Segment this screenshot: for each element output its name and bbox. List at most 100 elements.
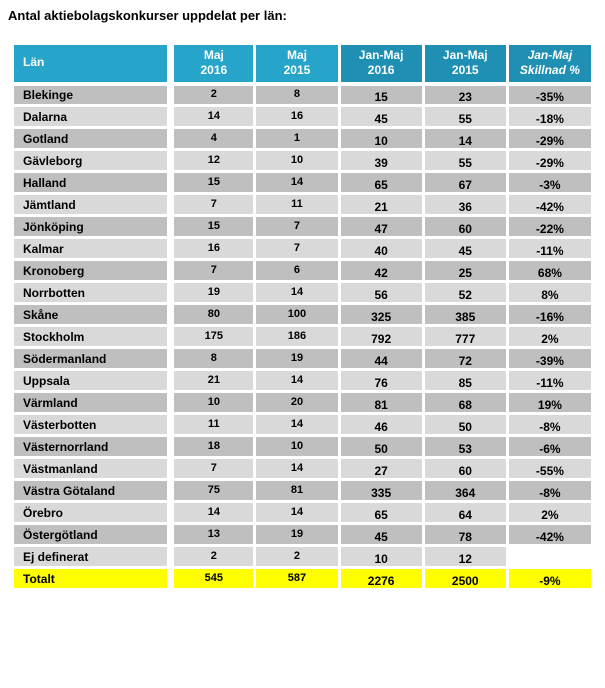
column-header-janmaj2015: Jan-Maj 2015 — [421, 42, 509, 86]
cell-janmaj2016: 10 — [337, 126, 425, 151]
cell-janmaj2016: 792 — [337, 324, 425, 349]
cell-lan: Skåne — [10, 302, 175, 327]
cell-janmaj2015: 45 — [421, 236, 509, 261]
cell-maj2016: 545 — [169, 566, 257, 591]
column-header-label: Maj — [203, 47, 224, 62]
cell-skillnad: 19% — [505, 390, 595, 415]
cell-janmaj2016: 45 — [337, 104, 425, 129]
column-header-lan: Län — [10, 42, 175, 86]
cell-lan: Uppsala — [10, 368, 175, 393]
table-row-halland: Halland 15 14 65 67 -3% — [10, 170, 595, 195]
cell-lan: Värmland — [10, 390, 175, 415]
table-row-kalmar: Kalmar 16 7 40 45 -11% — [10, 236, 595, 261]
cell-maj2015: 14 — [253, 500, 341, 525]
table-row-jonkoping: Jönköping 15 7 47 60 -22% — [10, 214, 595, 239]
cell-lan: Blekinge — [10, 82, 175, 107]
cell-janmaj2015: 78 — [421, 522, 509, 547]
cell-lan: Stockholm — [10, 324, 175, 349]
cell-maj2016: 7 — [169, 258, 257, 283]
cell-maj2016: 175 — [169, 324, 257, 349]
bankruptcy-by-county-table: Län Maj 2016 Maj 2015 Jan-Maj 2016 Jan-Maj 2015 J… — [10, 42, 595, 591]
cell-maj2016: 15 — [169, 170, 257, 195]
table-row-blekinge: Blekinge 2 8 15 23 -35% — [10, 82, 595, 107]
cell-janmaj2016: 46 — [337, 412, 425, 437]
cell-skillnad: 2% — [505, 500, 595, 525]
cell-skillnad: -29% — [505, 148, 595, 173]
cell-janmaj2016: 56 — [337, 280, 425, 305]
table-row-ej-definerat: Ej definerat 2 2 10 12 — [10, 544, 595, 569]
cell-janmaj2016: 335 — [337, 478, 425, 503]
column-header-label: Jan-Maj — [442, 47, 488, 62]
cell-maj2015: 14 — [253, 280, 341, 305]
column-header-label: Jan-Maj — [527, 47, 573, 62]
cell-janmaj2015: 68 — [421, 390, 509, 415]
cell-janmaj2016: 2276 — [337, 566, 425, 591]
cell-lan: Västernorrland — [10, 434, 175, 459]
cell-lan: Gävleborg — [10, 148, 175, 173]
cell-skillnad: -8% — [505, 412, 595, 437]
cell-janmaj2015: 12 — [421, 544, 509, 569]
cell-skillnad: -55% — [505, 456, 595, 481]
cell-maj2015: 8 — [253, 82, 341, 107]
table-header-row: Län Maj 2016 Maj 2015 Jan-Maj 2016 Jan-Maj 2015 J… — [10, 42, 595, 86]
cell-skillnad: -42% — [505, 192, 595, 217]
cell-maj2016: 14 — [169, 500, 257, 525]
table-row-dalarna: Dalarna 14 16 45 55 -18% — [10, 104, 595, 129]
table-body: Blekinge 2 8 15 23 -35% Dalarna 14 16 45 55 -18% Got… — [10, 82, 595, 591]
cell-janmaj2015: 55 — [421, 104, 509, 129]
cell-skillnad: -42% — [505, 522, 595, 547]
cell-janmaj2016: 65 — [337, 170, 425, 195]
page-title: Antal aktiebolagskonkurser uppdelat per … — [8, 8, 287, 23]
cell-skillnad: -9% — [505, 566, 595, 591]
table-row-varmland: Värmland 10 20 81 68 19% — [10, 390, 595, 415]
cell-janmaj2015: 2500 — [421, 566, 509, 591]
cell-lan: Jämtland — [10, 192, 175, 217]
cell-lan: Gotland — [10, 126, 175, 151]
column-header-label: 2015 — [451, 63, 479, 78]
cell-lan: Totalt — [10, 566, 175, 591]
cell-janmaj2016: 76 — [337, 368, 425, 393]
cell-janmaj2016: 81 — [337, 390, 425, 415]
cell-maj2016: 14 — [169, 104, 257, 129]
column-header-label: 2016 — [200, 63, 228, 78]
cell-janmaj2015: 67 — [421, 170, 509, 195]
cell-maj2016: 18 — [169, 434, 257, 459]
cell-janmaj2016: 44 — [337, 346, 425, 371]
table-row-stockholm: Stockholm 175 186 792 777 2% — [10, 324, 595, 349]
cell-maj2015: 10 — [253, 148, 341, 173]
cell-skillnad: -35% — [505, 82, 595, 107]
cell-janmaj2015: 385 — [421, 302, 509, 327]
column-header-maj2016: Maj 2016 — [169, 42, 257, 86]
cell-skillnad — [505, 544, 595, 569]
cell-maj2015: 20 — [253, 390, 341, 415]
cell-maj2016: 7 — [169, 192, 257, 217]
cell-maj2016: 7 — [169, 456, 257, 481]
table-row-orebro: Örebro 14 14 65 64 2% — [10, 500, 595, 525]
cell-lan: Ej definerat — [10, 544, 175, 569]
column-header-label: Maj — [286, 47, 307, 62]
cell-lan: Västerbotten — [10, 412, 175, 437]
cell-lan: Södermanland — [10, 346, 175, 371]
cell-maj2015: 10 — [253, 434, 341, 459]
cell-janmaj2015: 25 — [421, 258, 509, 283]
cell-lan: Kalmar — [10, 236, 175, 261]
table-row-skane: Skåne 80 100 325 385 -16% — [10, 302, 595, 327]
column-header-label: 2015 — [283, 63, 311, 78]
cell-skillnad: -29% — [505, 126, 595, 151]
cell-maj2016: 15 — [169, 214, 257, 239]
cell-skillnad: -16% — [505, 302, 595, 327]
cell-lan: Västmanland — [10, 456, 175, 481]
table-row-jamtland: Jämtland 7 11 21 36 -42% — [10, 192, 595, 217]
table-row-totalt: Totalt 545 587 2276 2500 -9% — [10, 566, 595, 591]
cell-janmaj2016: 45 — [337, 522, 425, 547]
cell-janmaj2015: 50 — [421, 412, 509, 437]
table-row-ostergotland: Östergötland 13 19 45 78 -42% — [10, 522, 595, 547]
cell-janmaj2016: 42 — [337, 258, 425, 283]
cell-maj2015: 14 — [253, 412, 341, 437]
cell-maj2015: 14 — [253, 368, 341, 393]
cell-maj2016: 19 — [169, 280, 257, 305]
cell-janmaj2016: 10 — [337, 544, 425, 569]
cell-maj2015: 2 — [253, 544, 341, 569]
cell-skillnad: -18% — [505, 104, 595, 129]
cell-janmaj2015: 364 — [421, 478, 509, 503]
